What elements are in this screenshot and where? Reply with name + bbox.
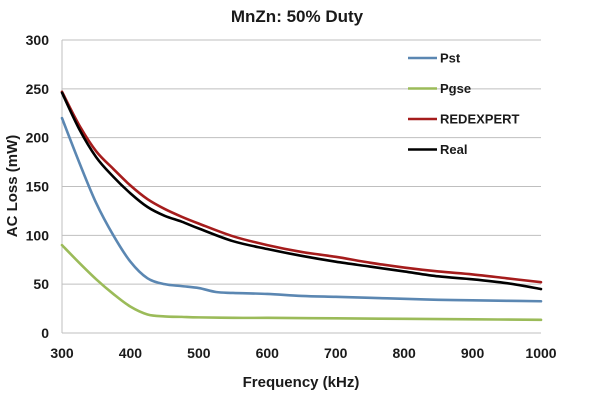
y-tick-label: 0 <box>41 325 49 341</box>
x-tick-label: 1000 <box>525 345 556 361</box>
x-tick-label: 500 <box>187 345 211 361</box>
legend-label-pst: Pst <box>440 51 461 66</box>
series-line-real <box>60 91 543 291</box>
x-tick-label: 400 <box>119 345 143 361</box>
y-tick-label: 250 <box>26 81 50 97</box>
series-line-redexpert <box>60 90 543 284</box>
x-tick-label: 600 <box>256 345 280 361</box>
chart-title: MnZn: 50% Duty <box>231 7 364 26</box>
series-line-pgse <box>60 243 543 322</box>
x-tick-label: 700 <box>324 345 348 361</box>
y-tick-label: 100 <box>26 227 50 243</box>
legend: Pst Pgse REDEXPERT Real <box>408 51 520 157</box>
axes <box>61 40 541 334</box>
y-tick-label: 50 <box>33 276 49 292</box>
legend-label-real: Real <box>440 142 467 157</box>
x-tick-label: 300 <box>50 345 74 361</box>
x-tick-label: 800 <box>392 345 416 361</box>
series-line-pst <box>60 116 543 303</box>
y-tick-label: 200 <box>26 130 50 146</box>
x-tick-label: 900 <box>461 345 485 361</box>
y-tick-label: 150 <box>26 179 50 195</box>
y-tick-label: 300 <box>26 32 50 48</box>
series-lines <box>60 90 543 322</box>
tick-labels: 0 50 100 150 200 250 300 300 400 500 600 700 800 900 1… <box>26 32 557 361</box>
legend-label-pgse: Pgse <box>440 81 471 96</box>
grid-lines <box>62 39 541 285</box>
legend-label-redexpert: REDEXPERT <box>440 112 520 127</box>
y-axis-label: AC Loss (mW) <box>4 135 21 238</box>
x-axis-label: Frequency (kHz) <box>243 374 360 391</box>
